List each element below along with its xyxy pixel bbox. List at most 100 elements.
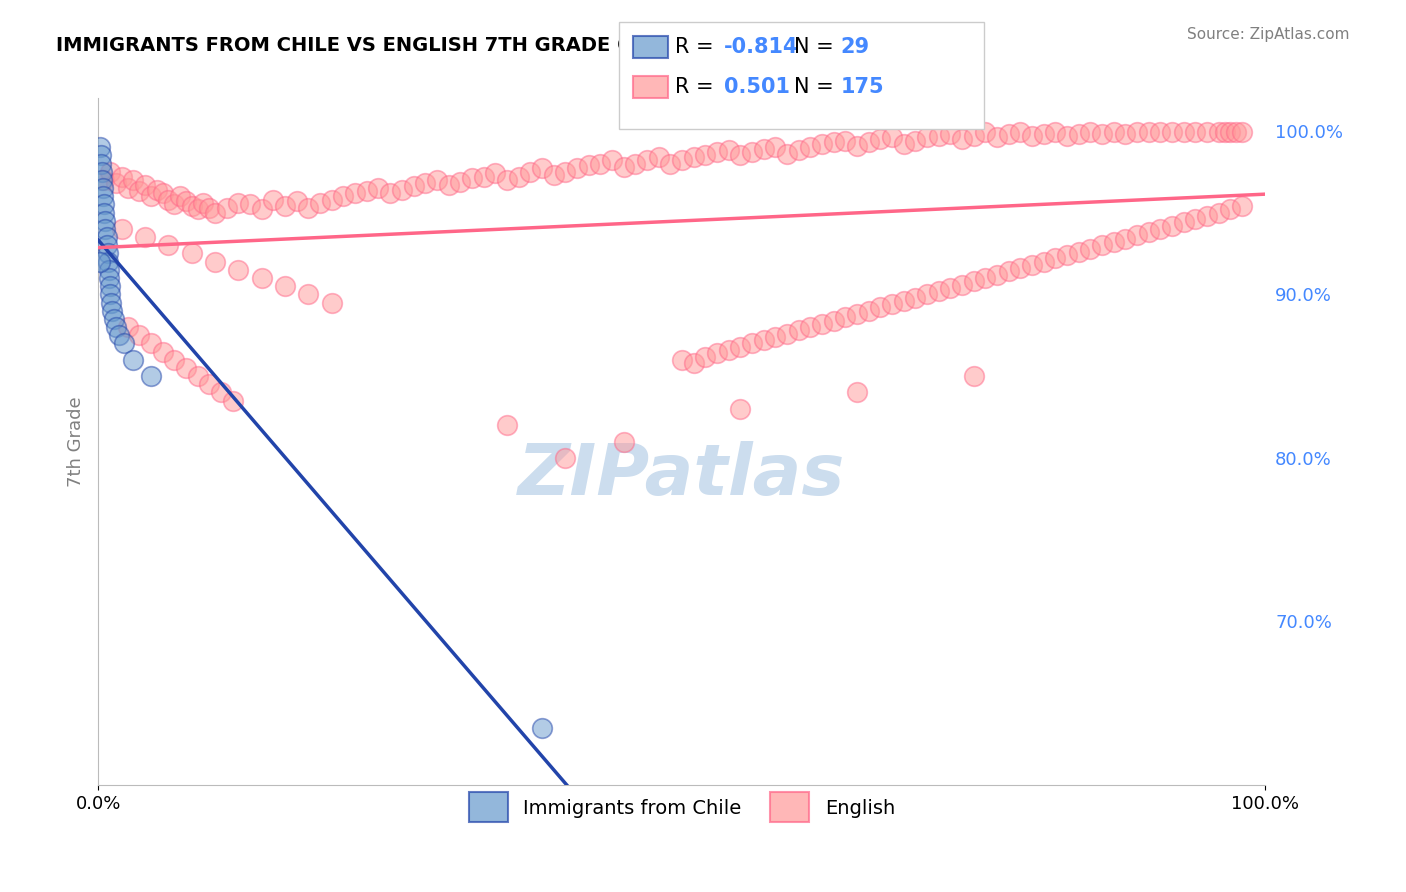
Point	[647, 150, 669, 164]
Point	[174, 194, 197, 208]
Point	[380, 186, 402, 200]
Point	[100, 295, 122, 310]
Point	[169, 189, 191, 203]
Point	[111, 222, 134, 236]
Point	[519, 164, 541, 178]
Point	[104, 320, 127, 334]
Point	[198, 377, 221, 392]
Text: N =: N =	[794, 37, 841, 57]
Point	[636, 153, 658, 168]
Point	[96, 238, 118, 252]
Point	[204, 254, 226, 268]
Point	[98, 164, 121, 178]
Point	[846, 307, 869, 321]
Text: -0.814: -0.814	[724, 37, 799, 57]
Point	[89, 254, 111, 268]
Text: R =: R =	[675, 78, 720, 97]
Point	[117, 181, 139, 195]
Point	[834, 310, 856, 325]
Point	[128, 328, 150, 343]
Point	[90, 148, 112, 162]
Point	[97, 262, 120, 277]
Text: 0.501: 0.501	[724, 78, 790, 97]
Point	[97, 254, 120, 268]
Point	[904, 291, 927, 305]
Point	[986, 130, 1008, 145]
Point	[413, 176, 436, 190]
Y-axis label: 7th Grade: 7th Grade	[66, 396, 84, 487]
Point	[91, 189, 114, 203]
Point	[93, 197, 115, 211]
Point	[834, 134, 856, 148]
Point	[1137, 225, 1160, 239]
Point	[787, 323, 810, 337]
Point	[209, 385, 232, 400]
Point	[134, 230, 156, 244]
Point	[297, 287, 319, 301]
Point	[94, 213, 117, 227]
Point	[717, 144, 740, 158]
Text: Source: ZipAtlas.com: Source: ZipAtlas.com	[1187, 27, 1350, 42]
Point	[1114, 232, 1136, 246]
Point	[180, 246, 202, 260]
Point	[1126, 228, 1149, 243]
Point	[962, 274, 984, 288]
Point	[799, 320, 821, 334]
Point	[496, 173, 519, 187]
Point	[180, 199, 202, 213]
Point	[449, 174, 471, 188]
Point	[496, 418, 519, 433]
Point	[565, 161, 588, 176]
Point	[554, 450, 576, 465]
Text: R =: R =	[675, 37, 720, 57]
Point	[103, 311, 125, 326]
Point	[974, 271, 997, 285]
Point	[90, 156, 112, 170]
Point	[695, 148, 717, 162]
Point	[776, 146, 799, 161]
Point	[950, 132, 973, 146]
Point	[1230, 199, 1253, 213]
Point	[122, 352, 145, 367]
Point	[763, 140, 786, 154]
Text: 175: 175	[841, 78, 884, 97]
Point	[730, 401, 752, 416]
Point	[1045, 125, 1067, 139]
Point	[97, 271, 120, 285]
Point	[122, 173, 145, 187]
Point	[1067, 127, 1090, 141]
Point	[391, 183, 413, 197]
Point	[101, 303, 124, 318]
Point	[671, 352, 693, 367]
Point	[157, 193, 180, 207]
Point	[939, 127, 962, 141]
Point	[274, 279, 297, 293]
Point	[1213, 125, 1236, 139]
Point	[1067, 244, 1090, 259]
Point	[811, 136, 834, 151]
Point	[174, 361, 197, 376]
Point	[1195, 125, 1218, 139]
Point	[776, 326, 799, 341]
Point	[869, 301, 891, 315]
Point	[695, 350, 717, 364]
Point	[152, 186, 174, 200]
Point	[104, 176, 127, 190]
Point	[682, 150, 704, 164]
Point	[589, 156, 612, 170]
Point	[706, 346, 728, 360]
Point	[1208, 205, 1230, 219]
Point	[117, 320, 139, 334]
Point	[869, 132, 891, 146]
Point	[880, 130, 903, 145]
Point	[986, 268, 1008, 282]
Point	[962, 369, 984, 384]
Point	[472, 169, 495, 184]
Point	[146, 183, 169, 197]
Point	[613, 434, 636, 449]
Point	[97, 246, 120, 260]
Point	[139, 369, 162, 384]
Point	[904, 134, 927, 148]
Point	[1219, 125, 1241, 139]
Point	[530, 721, 553, 735]
